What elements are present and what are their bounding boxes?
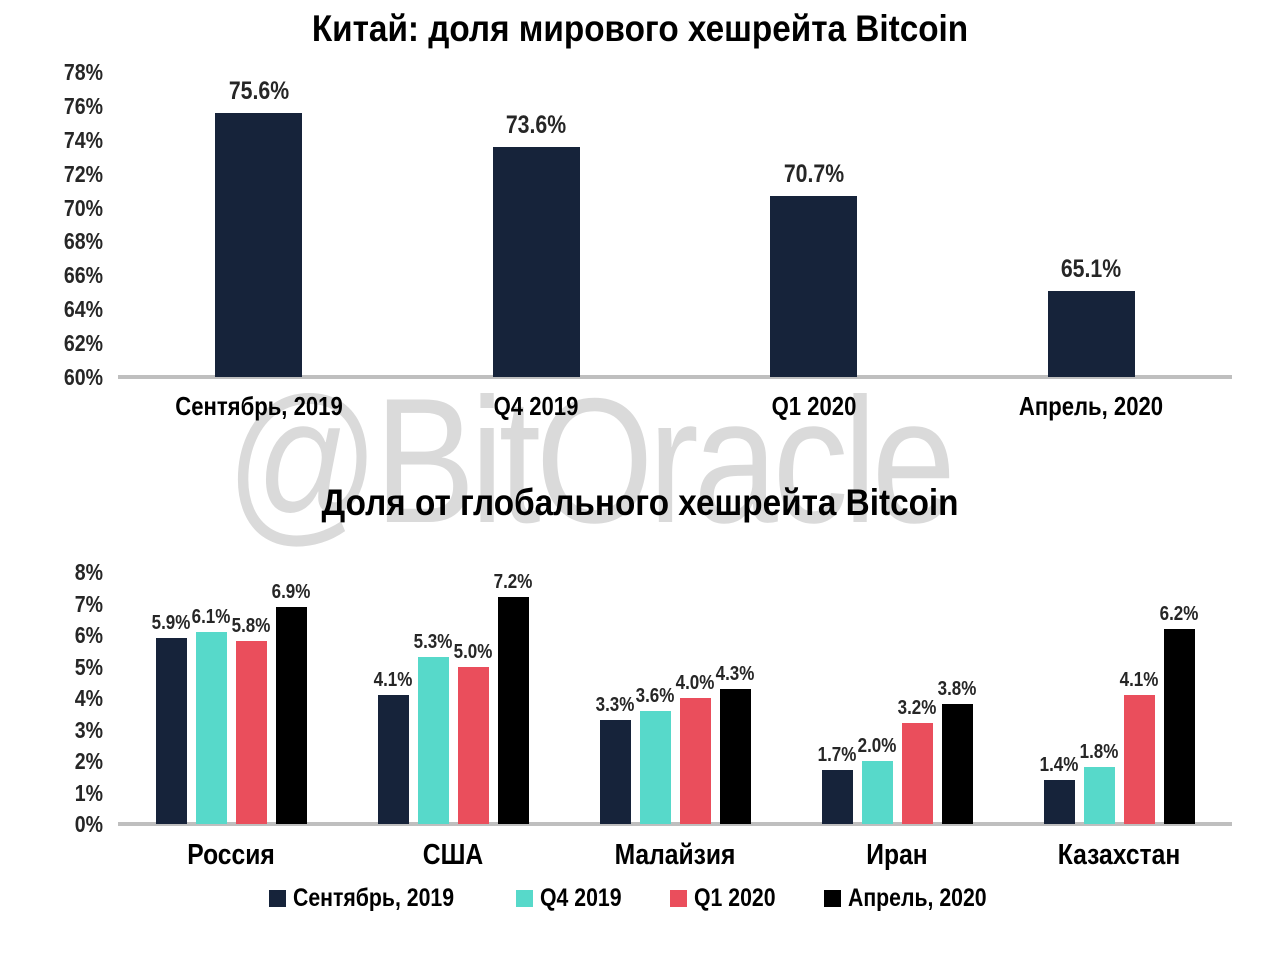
value-label: 7.2%	[493, 571, 533, 594]
bar	[155, 638, 187, 824]
value-label: 3.3%	[595, 694, 635, 717]
value-label: 5.8%	[231, 615, 271, 638]
value-label: 4.1%	[373, 668, 413, 691]
bar	[275, 606, 307, 824]
bar	[195, 631, 227, 824]
bar	[639, 710, 671, 824]
bar	[861, 761, 893, 824]
bar	[215, 112, 303, 377]
value-label: 3.6%	[635, 684, 675, 707]
value-label: 2.0%	[857, 735, 897, 757]
value-label: 65.1%	[1061, 254, 1122, 283]
value-label: 4.1%	[1119, 668, 1159, 691]
value-label: 4.3%	[715, 662, 755, 685]
y-tick-label: 1%	[74, 779, 103, 806]
value-label: 5.3%	[413, 631, 453, 654]
y-tick-label: 66%	[63, 262, 103, 289]
y-tick-label: 74%	[63, 126, 103, 153]
bar	[679, 698, 711, 824]
category-label: Россия	[187, 839, 275, 871]
y-tick-label: 5%	[74, 653, 103, 680]
value-label: 5.0%	[453, 640, 493, 663]
y-tick-label: 78%	[63, 59, 103, 85]
y-tick-label: 64%	[63, 296, 103, 323]
y-tick-label: 4%	[74, 685, 103, 711]
y-tick-label: 8%	[74, 559, 103, 585]
legend-swatch	[516, 890, 534, 907]
value-label: 1.7%	[817, 744, 857, 767]
bar	[377, 694, 409, 824]
legend-item: Q4 2019	[516, 884, 636, 913]
y-tick-label: 68%	[63, 228, 103, 255]
legend-swatch	[268, 890, 286, 907]
value-label: 5.9%	[151, 612, 191, 635]
y-tick-label: 7%	[74, 590, 103, 617]
category-label: Казахстан	[1057, 839, 1181, 871]
value-label: 6.9%	[271, 580, 311, 603]
legend-swatch	[824, 890, 842, 907]
category-label: Апрель, 2020	[1019, 391, 1164, 421]
y-tick-label: 62%	[63, 330, 103, 357]
legend-item: Сентябрь, 2019	[268, 884, 482, 913]
bar	[719, 688, 751, 824]
legend-label: Q4 2019	[540, 884, 622, 912]
bar	[1163, 628, 1195, 824]
y-tick-label: 2%	[74, 748, 103, 774]
legend-item: Q1 2020	[670, 884, 790, 913]
value-label: 4.0%	[675, 672, 715, 694]
legend-label: Q1 2020	[694, 884, 776, 912]
y-tick-label: 6%	[74, 622, 103, 648]
value-label: 70.7%	[783, 159, 844, 188]
bitoracle-watermark: @BitOracle	[226, 361, 956, 560]
bar	[457, 666, 489, 824]
chart2-legend: Сентябрь, 2019 Q4 2019 Q1 2020 Апрель, 2020	[0, 884, 1280, 913]
value-label: 3.2%	[897, 697, 937, 720]
y-tick-label: 76%	[63, 92, 103, 119]
value-label: 75.6%	[228, 76, 289, 105]
legend-swatch	[670, 890, 688, 907]
chart1-title: Китай: доля мирового хешрейта Bitcoin	[311, 8, 969, 49]
category-label: Малайзия	[614, 839, 736, 871]
category-label: США	[422, 839, 484, 871]
chart2-title: Доля от глобального хешрейта Bitcoin	[321, 482, 959, 523]
bar	[1047, 290, 1135, 377]
bar	[492, 146, 580, 377]
legend-item: Апрель, 2020	[824, 884, 1011, 913]
category-label: Иран	[866, 839, 928, 871]
bar	[1123, 694, 1155, 824]
x-axis-line	[118, 375, 1232, 379]
bar	[599, 720, 631, 824]
bar	[235, 641, 267, 824]
bar	[1043, 779, 1075, 824]
bar	[821, 770, 853, 824]
legend-label: Апрель, 2020	[848, 884, 987, 912]
y-tick-label: 60%	[63, 364, 103, 390]
bar	[417, 657, 449, 824]
y-tick-label: 70%	[63, 194, 103, 221]
bar	[901, 723, 933, 824]
bar	[497, 597, 529, 824]
value-label: 3.8%	[937, 678, 977, 701]
category-label: Сентябрь, 2019	[174, 391, 343, 421]
y-tick-label: 3%	[74, 716, 103, 743]
value-label: 6.2%	[1159, 602, 1199, 625]
y-tick-label: 72%	[63, 160, 103, 187]
value-label: 6.1%	[191, 605, 231, 628]
legend-label: Сентябрь, 2019	[292, 884, 454, 912]
value-label: 1.4%	[1039, 753, 1079, 776]
x-axis-line	[118, 822, 1232, 826]
bar	[941, 704, 973, 824]
category-label: Q4 2019	[493, 391, 579, 421]
category-label: Q1 2020	[771, 391, 857, 421]
bar	[770, 195, 858, 377]
y-tick-label: 0%	[74, 811, 103, 837]
bar	[1083, 767, 1115, 824]
value-label: 1.8%	[1079, 741, 1119, 764]
value-label: 73.6%	[506, 110, 567, 139]
